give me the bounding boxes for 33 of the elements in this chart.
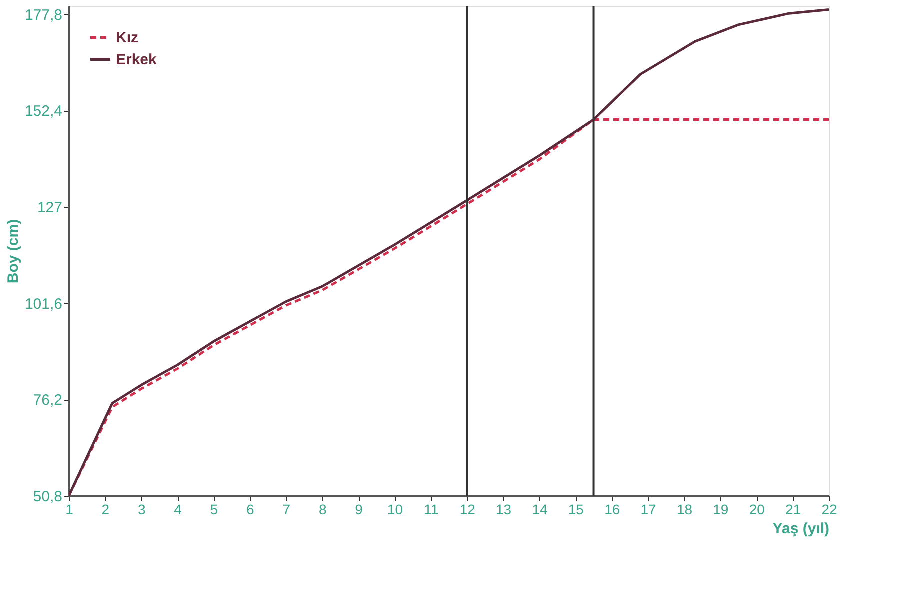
x-tick-label: 15 [568, 502, 584, 518]
x-tick-label: 12 [460, 502, 476, 518]
x-tick-label: 5 [210, 502, 218, 518]
x-tick-label: 2 [102, 502, 110, 518]
x-axis-title: Yaş (yıl) [772, 520, 830, 538]
x-tick-label: 18 [676, 502, 693, 518]
y-tick-label: 152,4 [24, 103, 62, 120]
x-tick-label: 6 [246, 502, 255, 518]
x-tick-label: 11 [424, 502, 439, 518]
x-tick-label: 1 [66, 502, 74, 518]
x-tick-label: 8 [318, 502, 327, 518]
x-tick-label: 13 [496, 502, 512, 518]
x-tick-label: 9 [355, 502, 364, 518]
x-tick-label: 7 [282, 502, 291, 518]
x-tick-label: 20 [749, 502, 766, 518]
x-tick-label: 14 [532, 502, 548, 518]
legend-label: Erkek [116, 52, 158, 68]
x-tick-label: 4 [174, 502, 182, 518]
x-tick-label: 19 [713, 502, 729, 518]
y-tick-label: 177,8 [24, 6, 62, 24]
y-tick-label: 50,8 [33, 488, 62, 506]
legend-label: Kız [116, 30, 138, 46]
y-axis-title: Boy (cm) [4, 219, 22, 284]
x-tick-label: 3 [138, 502, 146, 518]
y-tick-label: 101,6 [24, 296, 62, 313]
x-tick-label: 21 [786, 502, 802, 518]
x-tick-label: 16 [604, 502, 620, 518]
x-tick-label: 10 [387, 502, 404, 518]
x-tick-label: 22 [822, 502, 838, 518]
x-tick-label: 17 [640, 502, 657, 518]
y-tick-label: 127 [37, 200, 62, 217]
y-tick-label: 76,2 [33, 392, 62, 410]
line-series [69, 8, 829, 496]
